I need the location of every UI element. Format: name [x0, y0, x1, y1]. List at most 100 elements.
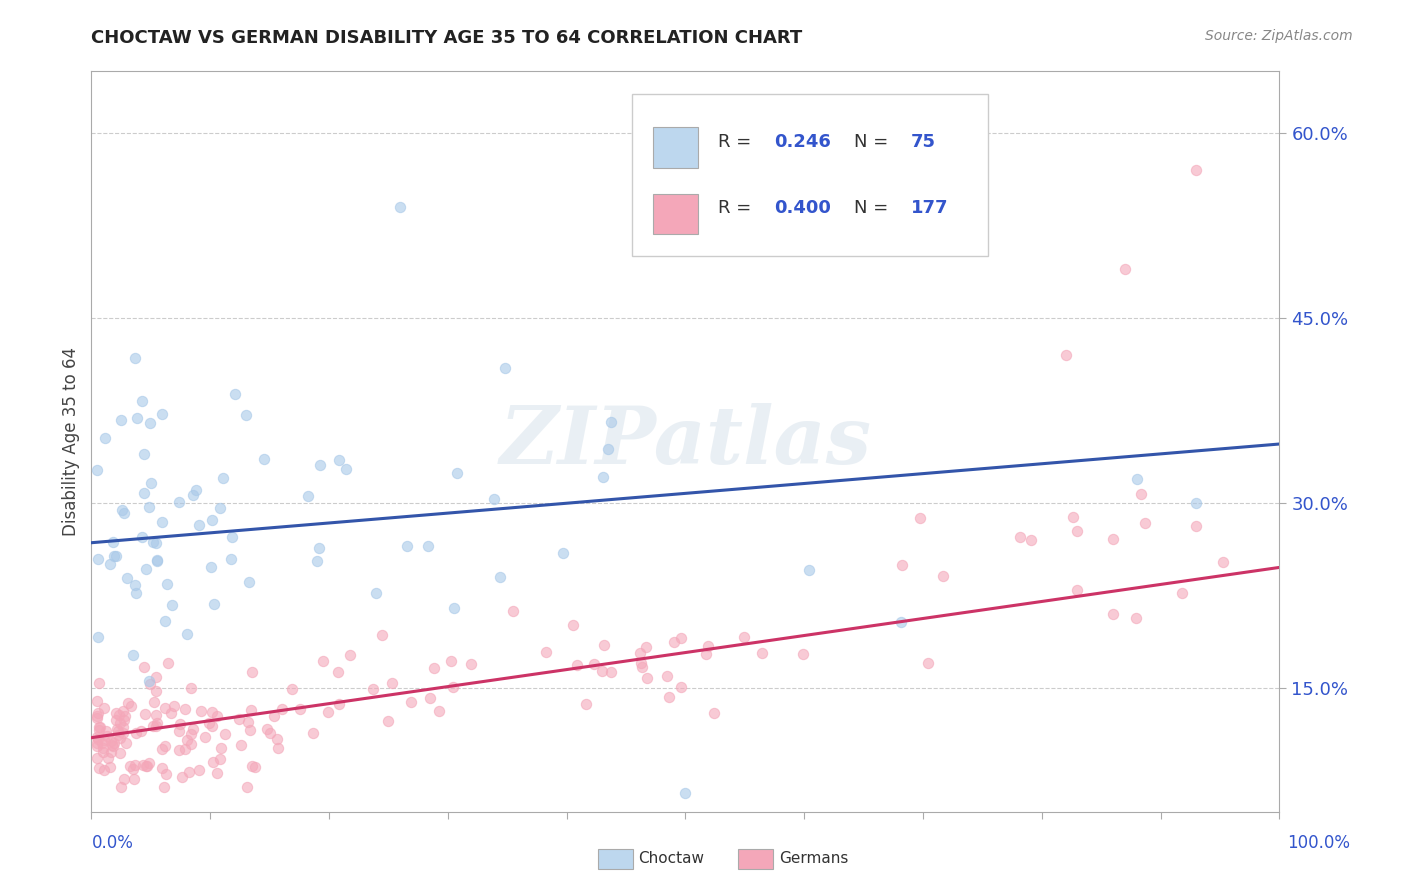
- Point: [86, 736, 108, 750]
- Point: [132, 757, 155, 772]
- Point: [98, 760, 121, 774]
- Point: [120, 759, 142, 773]
- Point: [142, 535, 165, 549]
- Point: [94, 431, 117, 445]
- Point: [89, 723, 111, 738]
- Point: [271, 701, 294, 715]
- Point: [139, 417, 162, 431]
- Point: [208, 752, 231, 766]
- Text: 177: 177: [911, 199, 949, 218]
- Point: [152, 780, 174, 794]
- Point: [263, 709, 285, 723]
- Point: [86, 739, 108, 753]
- Point: [153, 739, 176, 754]
- Point: [180, 727, 202, 741]
- Point: [1102, 533, 1125, 547]
- Point: [146, 716, 169, 731]
- Text: N =: N =: [853, 133, 894, 151]
- Point: [167, 724, 190, 739]
- Point: [240, 665, 263, 679]
- Point: [228, 712, 250, 726]
- Point: [328, 452, 350, 467]
- Point: [673, 786, 696, 800]
- Point: [371, 628, 394, 642]
- Point: [86, 463, 108, 477]
- Point: [87, 706, 110, 720]
- Point: [138, 673, 160, 688]
- Point: [104, 714, 127, 728]
- Point: [91, 741, 114, 756]
- Point: [219, 551, 242, 566]
- Point: [115, 571, 138, 585]
- Point: [240, 703, 263, 717]
- Point: [201, 706, 224, 720]
- Point: [112, 772, 135, 786]
- Point: [214, 727, 236, 741]
- Point: [551, 546, 574, 560]
- Point: [266, 731, 288, 746]
- Point: [112, 725, 135, 739]
- Point: [97, 751, 120, 765]
- Point: [655, 669, 678, 683]
- Point: [229, 739, 252, 753]
- Point: [135, 562, 157, 576]
- Point: [361, 682, 384, 697]
- Point: [201, 513, 224, 527]
- Point: [181, 488, 204, 502]
- Point: [205, 765, 228, 780]
- Point: [418, 539, 440, 553]
- Point: [697, 639, 720, 653]
- Text: CHOCTAW VS GERMAN DISABILITY AGE 35 TO 64 CORRELATION CHART: CHOCTAW VS GERMAN DISABILITY AGE 35 TO 6…: [91, 29, 803, 46]
- Point: [733, 630, 755, 644]
- Point: [107, 707, 129, 722]
- Point: [155, 701, 177, 715]
- Text: 100.0%: 100.0%: [1286, 834, 1350, 852]
- Point: [124, 586, 146, 600]
- Point: [87, 721, 110, 735]
- Text: Choctaw: Choctaw: [638, 851, 704, 865]
- Point: [205, 709, 228, 723]
- Point: [160, 706, 183, 720]
- Point: [177, 765, 200, 780]
- Point: [194, 730, 217, 744]
- Point: [1066, 524, 1088, 538]
- Point: [1185, 519, 1208, 533]
- Point: [419, 691, 441, 706]
- Point: [122, 763, 145, 777]
- Point: [502, 604, 524, 618]
- Point: [141, 476, 163, 491]
- Point: [114, 736, 136, 750]
- Point: [87, 552, 110, 566]
- Point: [1185, 496, 1208, 510]
- Point: [1185, 163, 1208, 178]
- Point: [136, 759, 159, 773]
- Point: [224, 387, 246, 401]
- Point: [87, 732, 110, 747]
- Point: [129, 723, 152, 738]
- Point: [1133, 516, 1156, 530]
- Point: [145, 683, 167, 698]
- Point: [202, 755, 225, 769]
- Point: [143, 695, 166, 709]
- Point: [131, 393, 153, 408]
- Point: [446, 466, 468, 480]
- Point: [312, 654, 335, 668]
- Point: [120, 699, 142, 714]
- Point: [101, 739, 124, 753]
- Point: [150, 742, 173, 756]
- Point: [561, 617, 583, 632]
- Point: [239, 723, 262, 738]
- Point: [146, 554, 169, 568]
- Point: [328, 697, 350, 711]
- Point: [201, 719, 224, 733]
- Point: [200, 560, 222, 574]
- Point: [377, 714, 399, 729]
- Point: [1212, 555, 1234, 569]
- Point: [114, 709, 136, 723]
- Point: [381, 675, 404, 690]
- Text: 0.0%: 0.0%: [91, 834, 134, 852]
- Point: [1062, 510, 1084, 524]
- Point: [93, 763, 115, 777]
- Point: [103, 736, 125, 750]
- Point: [389, 200, 412, 214]
